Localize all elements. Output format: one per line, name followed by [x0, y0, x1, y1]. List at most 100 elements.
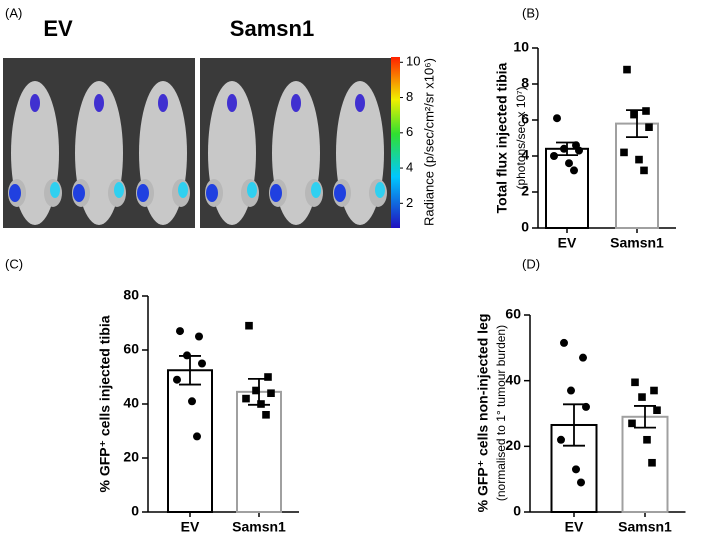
- point: [623, 65, 631, 74]
- y-tick-label: 20: [505, 437, 521, 453]
- signal: [178, 182, 188, 198]
- point: [257, 400, 265, 408]
- signal: [227, 94, 237, 112]
- point: [577, 478, 585, 487]
- signal: [291, 94, 301, 112]
- point: [628, 419, 636, 428]
- point: [582, 402, 590, 411]
- y-tick-label: 80: [123, 287, 139, 303]
- signal: [375, 182, 385, 198]
- point: [183, 351, 191, 360]
- tick-label: 8: [406, 89, 413, 104]
- y-axis-label: % GFP⁺ cells injected tibia: [97, 315, 113, 492]
- y-axis-sublabel: (photons/sec x 10⁷): [514, 86, 528, 189]
- point: [565, 159, 573, 168]
- y-tick-label: 40: [123, 395, 139, 411]
- group-label: Samsn1: [230, 16, 314, 41]
- point: [188, 397, 196, 406]
- point: [643, 435, 651, 444]
- point: [645, 123, 653, 131]
- bar: [236, 390, 282, 514]
- y-tick-label: 0: [513, 503, 521, 519]
- point: [640, 166, 648, 175]
- point: [648, 458, 656, 467]
- y-axis-label: Total flux injected tibia: [494, 62, 510, 213]
- panel-label: (C): [5, 256, 23, 271]
- point: [195, 332, 203, 341]
- point: [635, 155, 643, 164]
- y-tick-label: 60: [123, 341, 139, 357]
- point: [553, 114, 561, 123]
- point: [631, 378, 639, 387]
- point: [572, 465, 580, 474]
- point: [630, 110, 638, 119]
- signal: [334, 184, 346, 202]
- point: [638, 393, 646, 401]
- y-axis-label: % GFP⁺ cells non-injected leg: [475, 314, 491, 513]
- signal: [206, 184, 218, 202]
- point: [264, 373, 272, 381]
- y-tick-label: 40: [505, 371, 521, 387]
- error-bar: [634, 405, 656, 429]
- point: [579, 353, 587, 362]
- point: [173, 375, 181, 384]
- x-tick-label: Samsn1: [618, 519, 672, 535]
- colorbar-label: Radiance (p/sec/cm²/sr x10⁶): [421, 58, 436, 226]
- tick-label: 10: [406, 54, 420, 69]
- signal: [270, 184, 282, 202]
- panel-label: (A): [5, 5, 22, 20]
- x-tick-label: EV: [558, 235, 577, 251]
- colorbar: [391, 57, 400, 228]
- group-label: EV: [43, 16, 73, 41]
- signal: [50, 182, 60, 198]
- x-tick-label: Samsn1: [610, 235, 664, 251]
- tick-label: 6: [406, 124, 413, 139]
- signal: [114, 182, 124, 198]
- point: [642, 107, 650, 115]
- point: [570, 166, 578, 175]
- signal: [9, 184, 21, 202]
- point: [653, 406, 661, 415]
- panel-label: (B): [522, 5, 539, 20]
- point: [267, 389, 275, 397]
- point: [567, 386, 575, 395]
- x-tick-label: EV: [181, 519, 200, 535]
- point: [193, 432, 201, 441]
- y-tick-label: 10: [513, 39, 529, 55]
- error-bar: [563, 403, 585, 447]
- signal: [30, 94, 40, 112]
- y-tick-label: 0: [521, 219, 529, 235]
- point: [560, 338, 568, 347]
- signal: [247, 182, 257, 198]
- y-tick-label: 8: [521, 75, 529, 91]
- y-tick-label: 0: [131, 503, 139, 519]
- y-tick-label: 20: [123, 449, 139, 465]
- y-tick-label: 2: [521, 183, 529, 199]
- panel-label: (D): [522, 256, 540, 271]
- x-tick-label: Samsn1: [232, 519, 286, 535]
- y-axis-sublabel: (normalised to 1° tumour burden): [494, 325, 508, 501]
- point: [242, 394, 250, 403]
- point: [620, 148, 628, 157]
- bar: [621, 415, 669, 513]
- signal: [94, 94, 104, 112]
- point: [575, 146, 583, 155]
- y-tick-label: 6: [521, 111, 529, 127]
- bar: [167, 369, 213, 513]
- tick-label: 4: [406, 159, 413, 174]
- signal: [73, 184, 85, 202]
- point: [560, 144, 568, 153]
- point: [245, 321, 253, 330]
- point: [176, 327, 184, 336]
- point: [252, 386, 260, 395]
- point: [198, 359, 206, 368]
- signal: [137, 184, 149, 202]
- x-tick-label: EV: [565, 519, 584, 535]
- signal: [158, 94, 168, 112]
- signal: [355, 94, 365, 112]
- point: [650, 386, 658, 395]
- y-tick-label: 60: [505, 306, 521, 322]
- point: [550, 152, 558, 160]
- bar: [615, 122, 659, 229]
- tick-label: 2: [406, 195, 413, 210]
